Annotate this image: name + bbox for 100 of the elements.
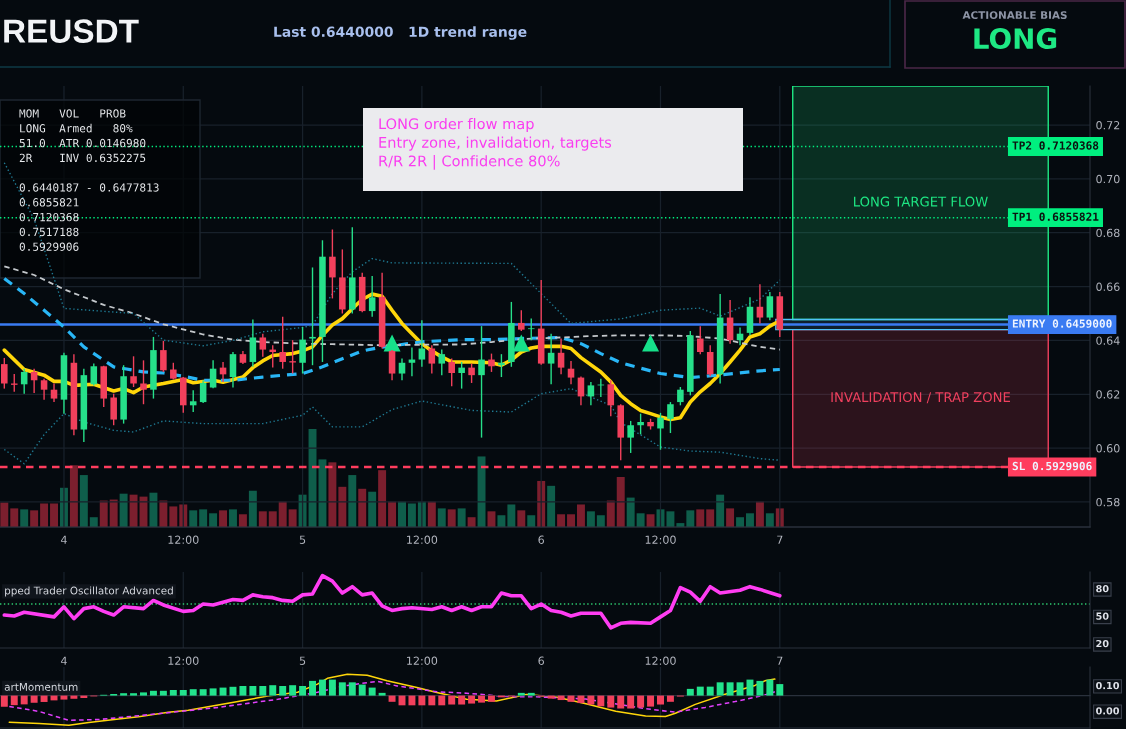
bar: [179, 689, 187, 696]
bar: [607, 695, 615, 708]
bar: [79, 475, 88, 527]
candlestick: [677, 386, 684, 407]
bar: [398, 501, 406, 527]
bar: [229, 686, 237, 696]
bar: [289, 685, 297, 696]
y-tick-label: 0.70: [1096, 174, 1120, 184]
bar: [358, 488, 367, 527]
bar: [238, 514, 247, 527]
candlestick: [567, 360, 575, 386]
candlestick: [557, 337, 565, 376]
candlestick: [259, 332, 267, 358]
bar: [636, 513, 645, 527]
bar: [756, 680, 764, 696]
bar: [776, 684, 784, 696]
candlestick: [468, 362, 475, 384]
bar: [577, 695, 585, 704]
x-tick-label: 12:00: [168, 535, 199, 544]
bar: [686, 510, 695, 527]
text: artMomentum: [4, 683, 78, 691]
bar: [299, 686, 307, 696]
bar: [746, 679, 754, 696]
x-tick-label: 6: [538, 656, 545, 665]
x-tick-label: 7: [777, 535, 783, 544]
x-tick-label: 4: [60, 535, 67, 544]
candlestick: [696, 325, 704, 355]
candlestick: [667, 401, 674, 434]
candlestick: [110, 393, 117, 426]
candlestick: [627, 420, 634, 454]
bar: [428, 695, 436, 706]
y-tick-label: 0.62: [1096, 390, 1120, 399]
y-tick-label: 0.68: [1096, 228, 1120, 238]
bar: [129, 494, 138, 527]
ref-line-label: ENTRY 0.6459000: [1012, 319, 1112, 328]
candlestick: [289, 339, 296, 375]
candlestick: [428, 344, 436, 375]
x-tick-label: 5: [299, 535, 306, 544]
bar: [726, 508, 735, 527]
x-tick-label: 12:00: [645, 656, 676, 665]
bar: [388, 501, 397, 527]
bar: [746, 513, 754, 527]
x-tick-label: 7: [777, 656, 783, 665]
band-label: INVALIDATION / TRAP ZONE: [831, 392, 1010, 404]
bar: [30, 510, 39, 527]
candlestick: [189, 389, 197, 413]
bar: [348, 682, 356, 696]
candlestick: [1, 357, 8, 390]
bar: [30, 695, 38, 703]
text: LONG: [974, 28, 1057, 50]
candlestick: [657, 412, 664, 451]
y-tick-label: 0.66: [1096, 282, 1120, 291]
y-tick-label: 0.64: [1096, 336, 1120, 345]
ref-line-label: SL 0.5929906: [1012, 461, 1092, 471]
y-tick-label: 0.58: [1096, 497, 1120, 507]
bar: [457, 508, 466, 527]
candlestick: [279, 316, 286, 370]
bar: [716, 494, 725, 527]
x-tick-label: 5: [299, 656, 306, 665]
bar: [657, 695, 664, 705]
candlestick: [329, 228, 336, 300]
bar: [437, 508, 446, 527]
bar: [149, 690, 157, 696]
bar: [199, 689, 207, 696]
bar: [507, 504, 516, 527]
bar: [666, 511, 675, 527]
bar: [478, 695, 486, 703]
x-tick-label: 12:00: [407, 656, 438, 665]
bar: [278, 501, 287, 527]
bar: [616, 477, 625, 527]
bar: [288, 509, 297, 527]
candlestick: [40, 377, 48, 401]
y-tick-label: 20: [1096, 639, 1109, 648]
bar: [557, 695, 565, 701]
bar: [169, 689, 177, 696]
bar: [239, 686, 247, 696]
candlestick: [398, 357, 406, 381]
bar: [408, 695, 416, 706]
text: MOM VOL PROB LONG Armed 80% 51.0 ATR 0.0146980 2R INV 0.6352275 0.6440187 - 0.6477813 0.6855821 0.7120368 0.7517188 0.5929906: [19, 109, 159, 251]
candlestick: [299, 326, 306, 375]
y-tick-label: 50: [1096, 612, 1109, 620]
candlestick: [438, 348, 446, 376]
bar: [726, 682, 734, 696]
candlestick: [766, 291, 774, 321]
candlestick: [309, 266, 316, 366]
candlestick: [209, 359, 217, 390]
bar: [189, 689, 197, 696]
bar: [557, 514, 566, 527]
bar: [209, 688, 217, 696]
candlestick: [756, 283, 764, 325]
x-tick-label: 6: [538, 535, 545, 544]
bar: [438, 695, 446, 706]
bar: [666, 695, 674, 702]
bar: [269, 685, 277, 696]
bar: [70, 695, 78, 699]
bar: [586, 511, 595, 527]
candlestick: [637, 412, 644, 436]
band-label: LONG TARGET FLOW: [854, 196, 988, 207]
bar: [517, 510, 526, 527]
bar: [130, 693, 138, 696]
